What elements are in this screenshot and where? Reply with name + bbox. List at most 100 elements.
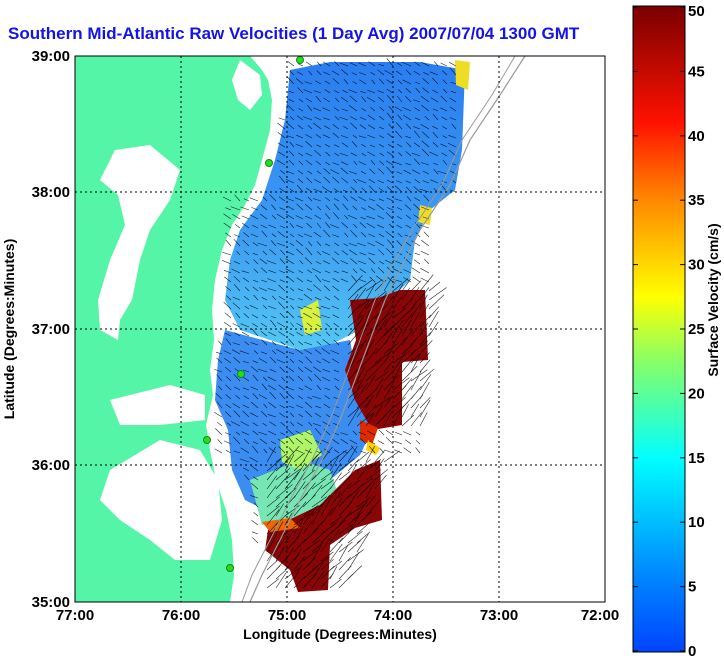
velocity-vector: [347, 480, 360, 490]
velocity-vector: [356, 531, 371, 544]
velocity-vector: [320, 565, 335, 580]
velocity-vector: [307, 396, 313, 400]
velocity-vector: [332, 176, 340, 184]
velocity-vector: [266, 505, 280, 517]
velocity-vector: [419, 340, 433, 355]
velocity-vector: [333, 413, 340, 418]
velocity-vector: [267, 331, 277, 337]
velocity-vector: [410, 412, 422, 427]
velocity-vector: [302, 482, 316, 499]
velocity-vector: [392, 406, 404, 427]
velocity-vector: [290, 421, 295, 427]
velocity-vector: [275, 566, 290, 580]
velocity-vector: [377, 180, 385, 184]
velocity-vector: [348, 105, 358, 112]
velocity-vector: [298, 270, 304, 274]
velocity-vector: [262, 305, 268, 310]
velocity-vector: [450, 90, 457, 94]
velocity-vector: [305, 247, 313, 256]
velocity-vector: [320, 314, 331, 319]
velocity-vector: [401, 287, 411, 301]
velocity-vector: [223, 213, 232, 220]
map-title: Southern Mid-Atlantic Raw Velocities (1 …: [8, 24, 580, 43]
velocity-vector: [383, 410, 393, 427]
velocity-vector: [271, 295, 277, 301]
velocity-vector: [275, 572, 287, 589]
velocity-vector: [365, 282, 376, 301]
velocity-vector: [271, 316, 277, 319]
velocity-vector: [449, 117, 457, 121]
velocity-vector: [306, 177, 313, 184]
velocity-vector: [216, 351, 223, 355]
velocity-vector: [338, 471, 351, 481]
velocity-vector: [312, 268, 322, 274]
velocity-vector: [347, 407, 359, 418]
velocity-vector: [411, 240, 421, 247]
velocity-vector: [338, 573, 353, 589]
velocity-vector: [350, 230, 358, 238]
velocity-vector: [385, 248, 394, 256]
velocity-vector: [302, 448, 312, 463]
velocity-vector: [315, 160, 322, 166]
velocity-vector: [259, 438, 268, 445]
velocity-vector: [313, 179, 322, 184]
velocity-vector: [343, 78, 349, 85]
velocity-vector: [419, 369, 434, 382]
velocity-vector: [279, 312, 286, 319]
velocity-vector: [403, 277, 412, 283]
velocity-vector: [393, 161, 403, 166]
velocity-vector: [316, 144, 322, 148]
velocity-vector: [253, 350, 259, 355]
velocity-vector: [216, 357, 223, 364]
velocity-vector: [313, 373, 322, 382]
velocity-vector: [335, 97, 340, 103]
velocity-vector: [316, 70, 322, 76]
velocity-vector: [384, 449, 394, 454]
velocity-vector: [347, 459, 359, 472]
velocity-vector: [334, 385, 340, 391]
velocity-vector: [419, 274, 434, 292]
velocity-vector: [385, 212, 394, 220]
velocity-vector: [329, 566, 338, 580]
velocity-vector: [304, 401, 313, 409]
velocity-vector: [294, 197, 304, 202]
colorbar-tick-label: 20: [688, 385, 705, 402]
velocity-vector: [377, 69, 385, 76]
velocity-vector: [325, 331, 331, 337]
velocity-vector: [374, 458, 385, 472]
velocity-vector: [406, 186, 412, 193]
velocity-vector: [297, 316, 304, 319]
velocity-vector: [384, 70, 394, 76]
velocity-vector: [413, 126, 421, 130]
velocity-vector: [322, 279, 331, 283]
velocity-vector: [329, 486, 341, 499]
velocity-vector: [379, 115, 385, 121]
velocity-vector: [414, 130, 421, 139]
velocity-vector: [440, 107, 448, 112]
velocity-vector: [244, 286, 250, 292]
velocity-vector: [356, 179, 367, 184]
velocity-vector: [333, 339, 340, 346]
velocity-vector: [215, 392, 223, 400]
velocity-vector: [376, 204, 385, 211]
velocity-vector: [311, 485, 323, 499]
velocity-vector: [365, 388, 378, 400]
velocity-vector: [252, 445, 259, 454]
velocity-vector: [232, 323, 241, 328]
velocity-vector: [357, 260, 367, 265]
velocity-vector: [356, 533, 369, 553]
velocity-vector: [324, 296, 331, 301]
velocity-vector: [296, 331, 304, 337]
velocity-vector: [322, 186, 331, 193]
velocity-vector: [340, 260, 349, 265]
velocity-vector: [374, 329, 390, 346]
velocity-vector: [252, 537, 259, 544]
velocity-vector: [368, 252, 376, 256]
velocity-vector: [286, 104, 295, 112]
velocity-vector: [259, 213, 268, 220]
velocity-vector: [297, 367, 304, 373]
station-marker: [237, 370, 245, 378]
velocity-vector: [374, 450, 385, 463]
velocity-vector: [334, 90, 340, 94]
velocity-vector: [293, 481, 306, 499]
